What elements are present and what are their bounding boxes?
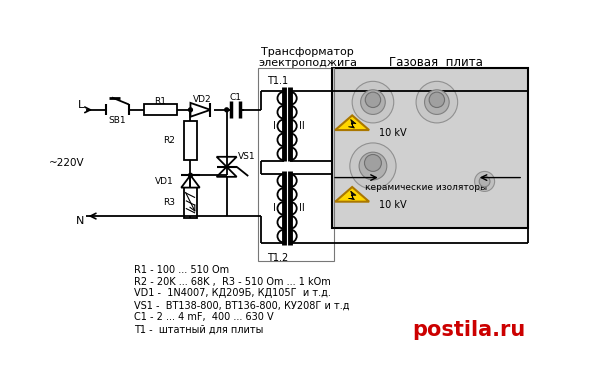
Circle shape [475,172,494,191]
Text: C1: C1 [229,93,241,102]
Circle shape [429,92,445,107]
Polygon shape [190,103,211,117]
Polygon shape [181,175,200,187]
Circle shape [361,90,385,114]
Text: VS1: VS1 [238,152,256,161]
Circle shape [359,152,387,180]
Text: VS1 -  ВТ138-800, ВТ136-800, КУ208Г и т.д: VS1 - ВТ138-800, ВТ136-800, КУ208Г и т.д [134,300,350,310]
Text: postila.ru: postila.ru [413,320,526,340]
Circle shape [352,81,394,123]
Text: T1.1: T1.1 [268,76,289,86]
Circle shape [188,108,193,112]
Text: R2: R2 [163,136,175,145]
Circle shape [225,108,229,112]
Bar [184,187,197,217]
Text: 10 kV: 10 kV [379,128,407,138]
Bar [144,104,176,115]
Circle shape [479,176,490,187]
Circle shape [188,173,193,177]
Text: R1 - 100 ... 510 Om: R1 - 100 ... 510 Om [134,265,229,275]
Text: VD1: VD1 [155,177,173,186]
Circle shape [365,92,380,107]
Circle shape [425,90,449,114]
Circle shape [350,143,396,189]
Text: Трансформатор
электроподжига: Трансформатор электроподжига [258,47,357,68]
Polygon shape [349,119,356,128]
Text: T1.2: T1.2 [268,253,289,263]
Text: N: N [76,216,84,226]
Circle shape [416,81,458,123]
Text: R1: R1 [154,97,166,106]
Polygon shape [217,157,236,167]
Text: II: II [299,121,305,131]
Text: 10 kV: 10 kV [379,200,407,210]
Polygon shape [217,167,236,177]
Text: ~220V: ~220V [49,158,84,168]
Bar [258,68,334,261]
Text: L: L [78,100,84,110]
Text: I: I [273,121,276,131]
Text: I: I [273,203,276,214]
Text: VD1 -  1N4007, КД209Б, КД105Г  и т.д.: VD1 - 1N4007, КД209Б, КД105Г и т.д. [134,289,331,298]
Text: Газовая  плита: Газовая плита [389,56,483,69]
Bar [332,68,529,228]
Text: C1 - 2 ... 4 mF,  400 ... 630 V: C1 - 2 ... 4 mF, 400 ... 630 V [134,312,274,322]
Text: R2 - 20K ... 68K ,  R3 - 510 Om ... 1 kOm: R2 - 20K ... 68K , R3 - 510 Om ... 1 kOm [134,277,331,287]
Text: II: II [299,203,305,214]
Text: керамические изоляторы: керамические изоляторы [365,183,487,192]
Text: R3: R3 [163,198,175,207]
Polygon shape [335,116,369,130]
Text: VD2: VD2 [193,95,211,103]
Text: T1 -  штатный для плиты: T1 - штатный для плиты [134,324,263,334]
Circle shape [364,154,382,172]
Text: SB1: SB1 [109,116,126,125]
Polygon shape [349,191,356,200]
Bar [184,121,197,160]
Polygon shape [335,187,369,202]
